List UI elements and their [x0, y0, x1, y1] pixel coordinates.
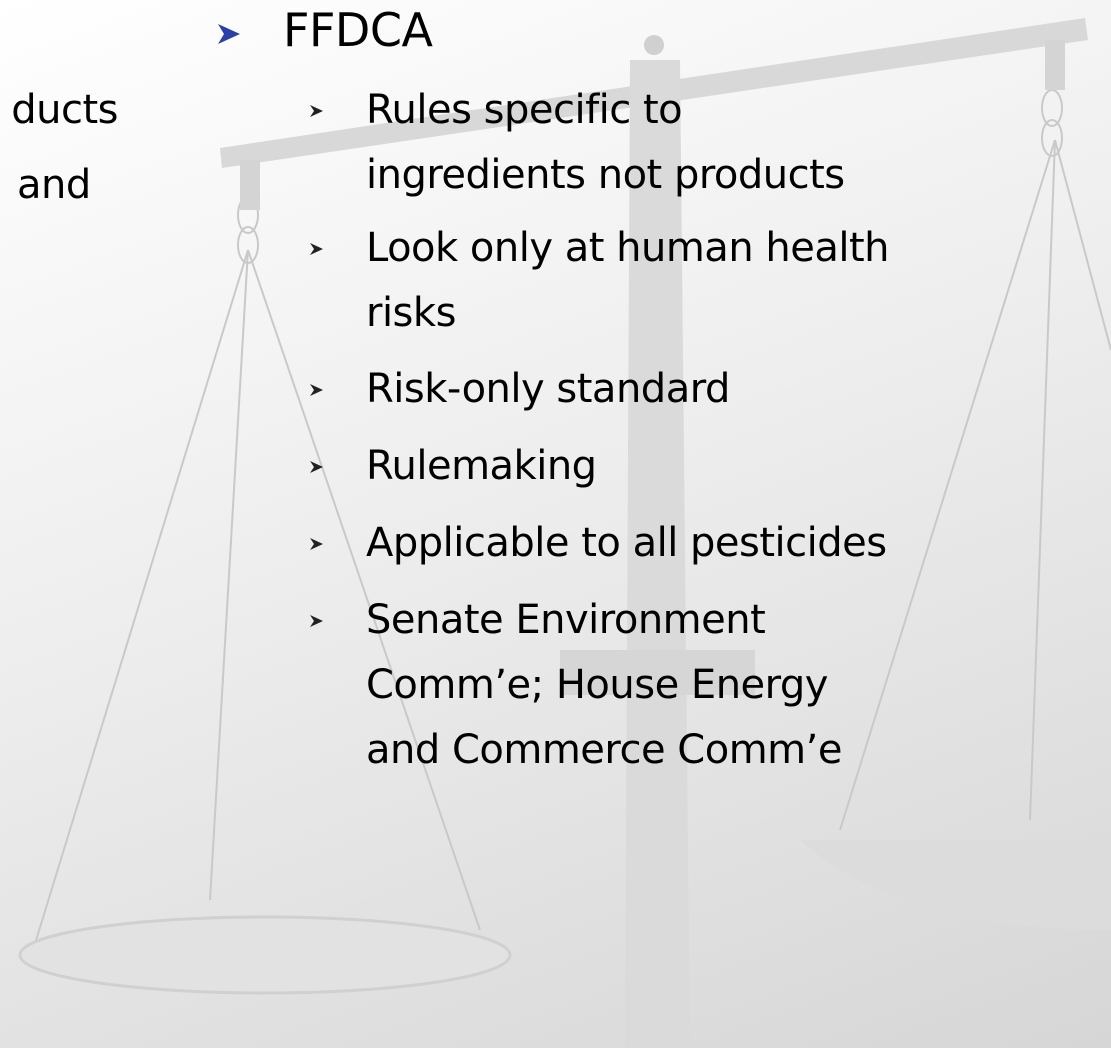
- left-text: ducts: [11, 90, 118, 130]
- bullet: [309, 383, 327, 399]
- bullet: [309, 614, 327, 630]
- heading: FFDCA: [283, 7, 432, 53]
- bullet-text: Comm’e; House Energy: [366, 665, 828, 705]
- bullet-text: risks: [366, 293, 456, 333]
- bullet-text: Rules specific to: [366, 90, 682, 130]
- bullet-text: Applicable to all pesticides: [366, 523, 887, 563]
- bullet-text: and Commerce Comm’e: [366, 730, 842, 770]
- bullet-text: Senate Environment: [366, 600, 765, 640]
- bullet: [309, 242, 327, 258]
- bullet-text: Risk-only standard: [366, 369, 730, 409]
- heading-bullet: [216, 22, 242, 46]
- slide: ducts and FFDCA Rules specific to ingredi…: [0, 0, 1111, 1048]
- bullet: [309, 104, 327, 120]
- left-text: and: [17, 165, 91, 205]
- bullet: [309, 460, 327, 476]
- bullet-text: ingredients not products: [366, 155, 845, 195]
- bullet-text: Rulemaking: [366, 446, 597, 486]
- bullet: [309, 537, 327, 553]
- bullet-text: Look only at human health: [366, 228, 889, 268]
